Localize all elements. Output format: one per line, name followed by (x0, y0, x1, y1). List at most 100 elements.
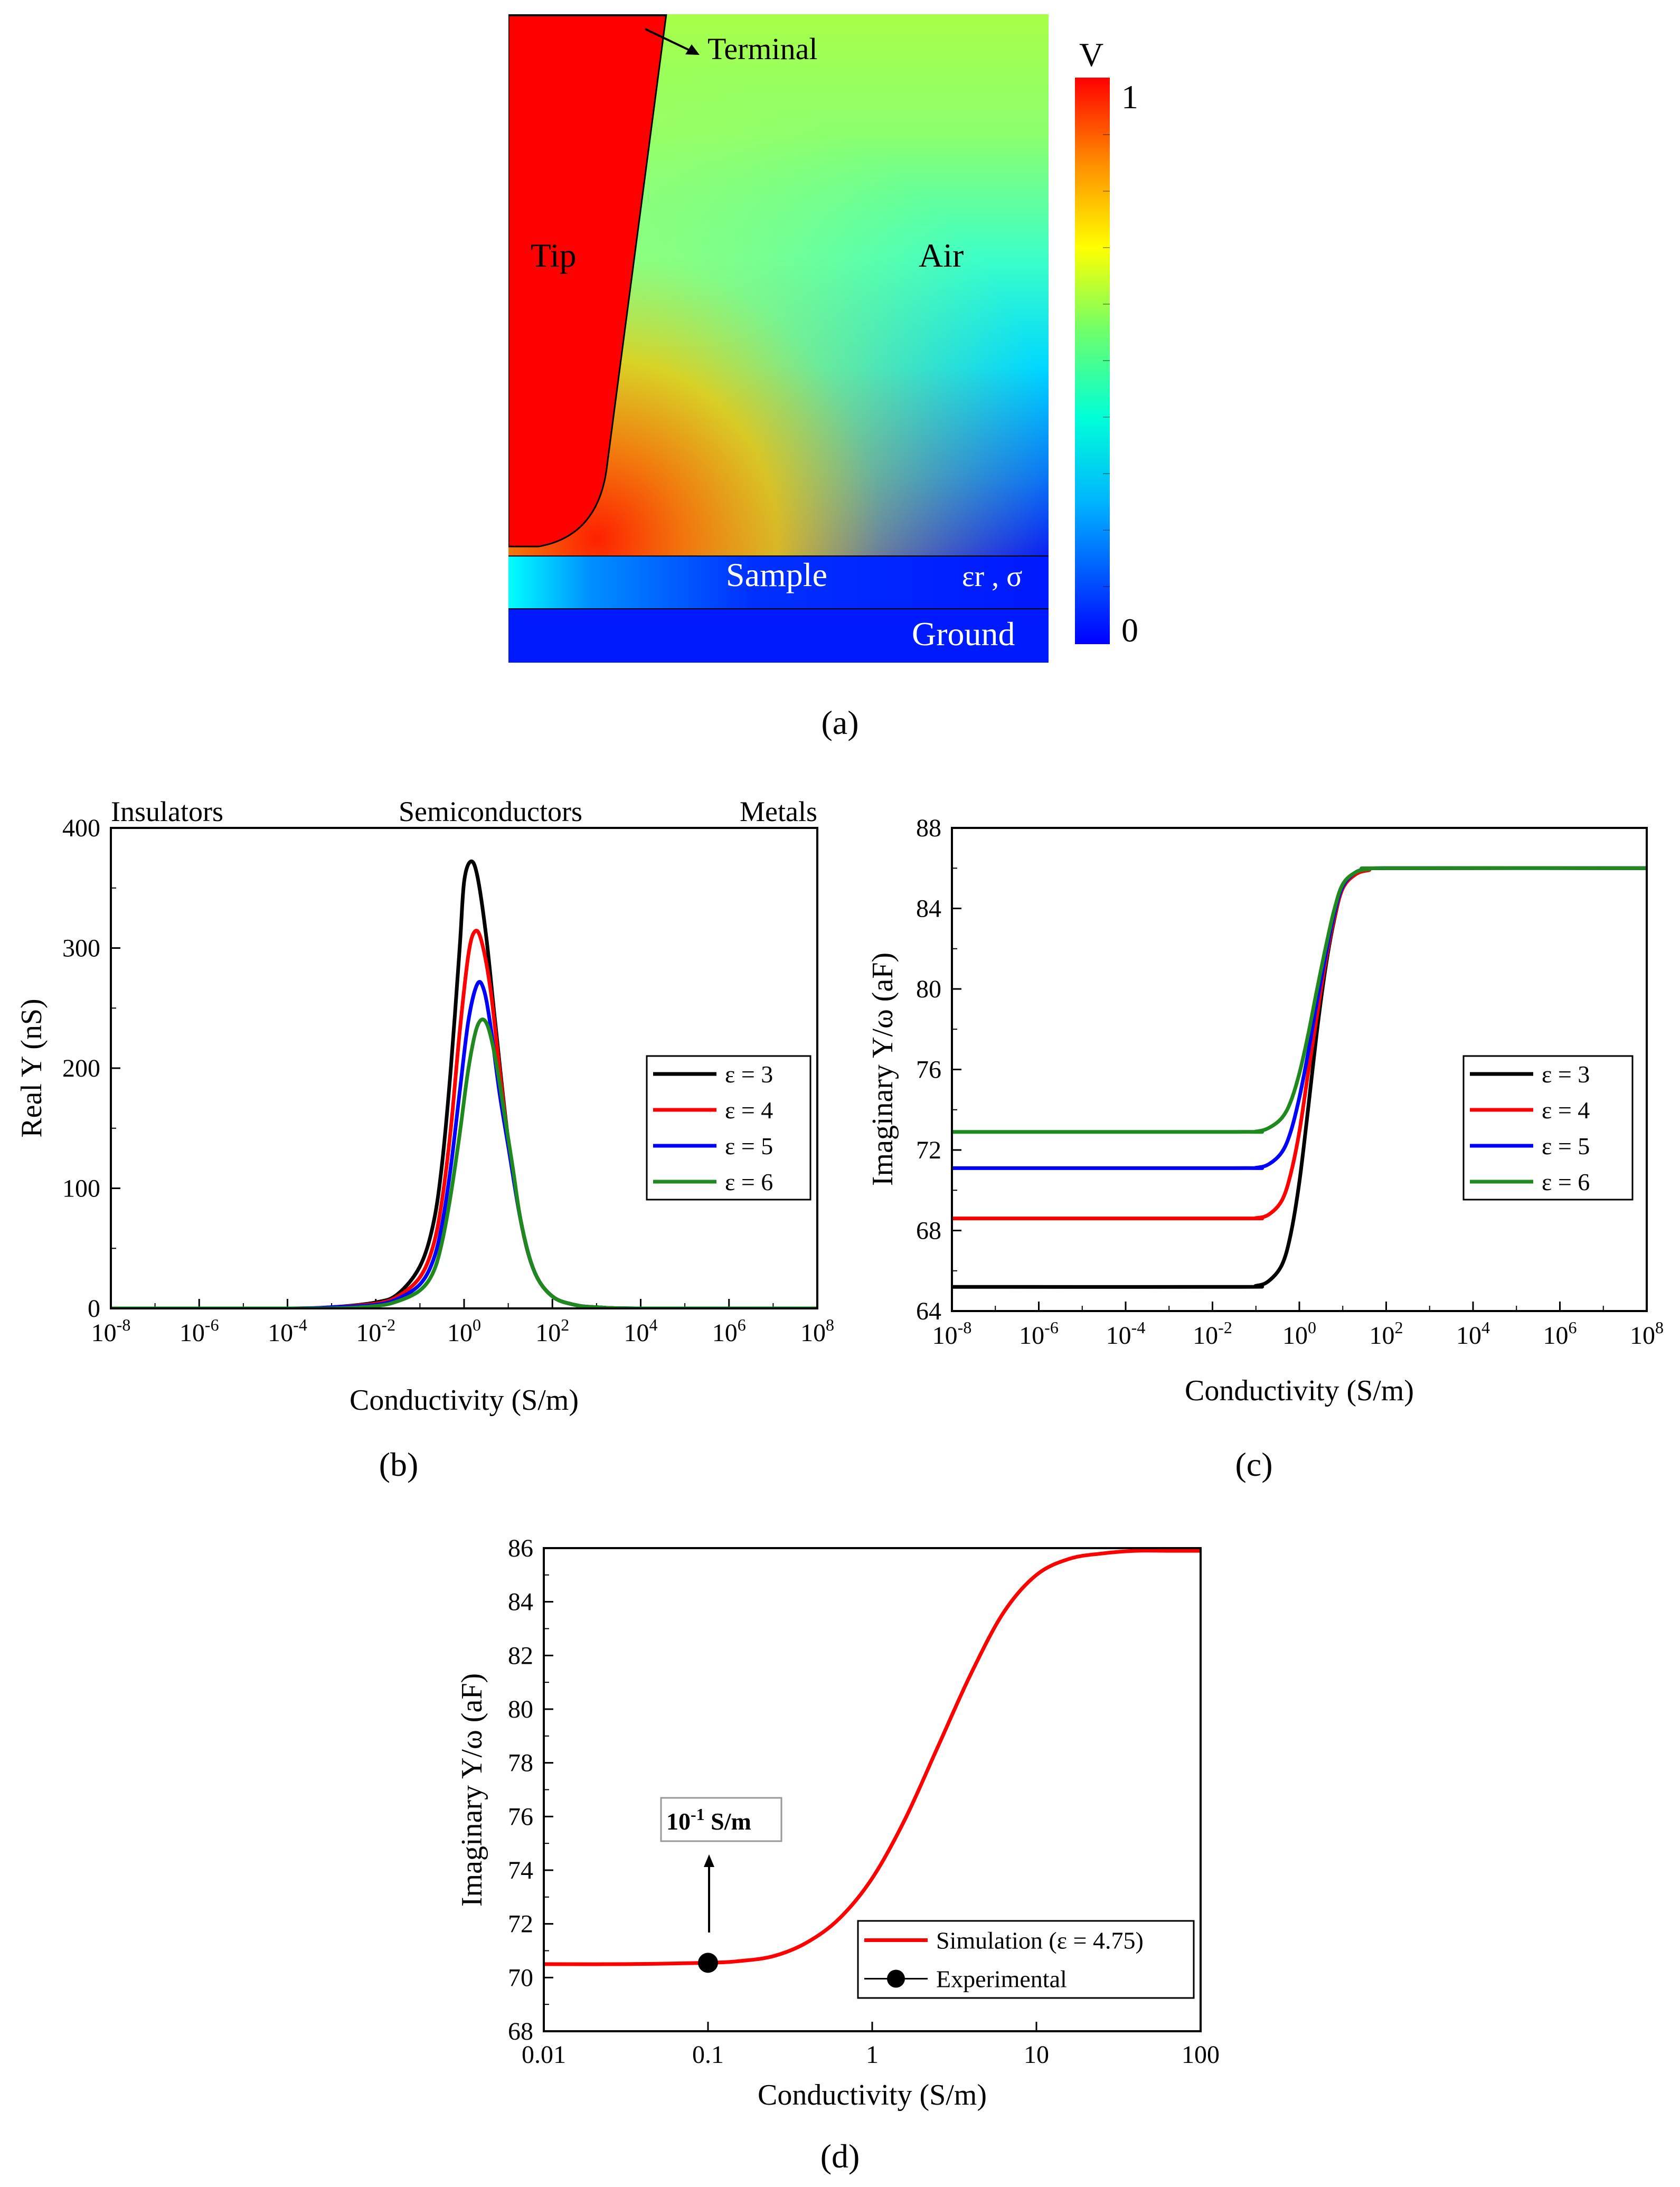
tick-exponent: 0 (473, 1315, 481, 1334)
region-label-2: Semiconductors (399, 796, 582, 827)
y-tick-label: 200 (62, 1054, 100, 1082)
y-axis-title: Imaginary Y/ω (aF) (456, 1673, 488, 1907)
x-tick-label: 10-4 (268, 1315, 307, 1347)
y-tick-label: 76 (508, 1803, 533, 1831)
terminal-bar (508, 14, 667, 16)
y-tick-label: 64 (916, 1297, 941, 1325)
series-lines (544, 1549, 1201, 1966)
x-tick-label: 10-2 (1193, 1318, 1232, 1350)
legend-label: ε = 5 (725, 1133, 773, 1160)
x-tick-label: 1 (866, 2041, 879, 2069)
annotation-exponent: -1 (691, 1805, 705, 1824)
axes: 10-8 10-6 10-4 10-2 100 102 104 106 108010020030… (62, 814, 834, 1347)
annotation-unit: S/m (705, 1808, 751, 1835)
panel-b-real-admittance: Insulators Semiconductors Metals 10-8 10-6 1… (15, 796, 834, 1483)
tick-base: 10 (1630, 1322, 1655, 1350)
x-tick-label: 10 (1024, 2041, 1049, 2069)
sample-region (508, 556, 1049, 609)
terminal-arrow (645, 28, 692, 52)
legend-label: Experimental (936, 1966, 1067, 1993)
colorbar-min-label: 0 (1121, 611, 1138, 649)
legend: Simulation (ε = 4.75) Experimental (857, 1920, 1195, 1999)
x-axis-title: Conductivity (S/m) (350, 1384, 579, 1417)
y-tick-label: 68 (508, 2018, 533, 2045)
ground-label: Ground (912, 615, 1015, 653)
x-tick-label: 10-6 (180, 1315, 219, 1347)
air-label: Air (919, 237, 964, 274)
tick-exponent: 0 (1308, 1318, 1316, 1337)
terminal-label: Terminal (707, 32, 818, 66)
annotation-text: 10-1 S/m (666, 1805, 751, 1835)
panel-label-c: (c) (1235, 1446, 1272, 1483)
tick-exponent: 2 (561, 1315, 569, 1334)
terminal-arrowhead (685, 44, 700, 55)
x-tick-label: 102 (535, 1315, 569, 1347)
annotation-box (660, 1797, 782, 1842)
y-tick-label: 76 (916, 1056, 941, 1084)
series-lines (111, 859, 817, 1308)
tick-exponent: 4 (649, 1315, 658, 1334)
y-tick-label: 300 (62, 935, 100, 963)
sample-params-label: εr , σ (962, 560, 1022, 593)
x-tick-label: 0.1 (692, 2041, 724, 2069)
tick-base: 10 (1543, 1322, 1569, 1350)
x-tick-label: 10-6 (1019, 1318, 1059, 1350)
y-tick-label: 86 (508, 1534, 533, 1562)
panel-c-imaginary-admittance: 10-8 10-6 10-4 10-2 100 102 104 106 108646872768… (866, 814, 1664, 1483)
tick-base: 10 (1282, 1322, 1308, 1350)
tick-exponent: -6 (1044, 1318, 1059, 1337)
y-tick-label: 68 (916, 1217, 941, 1245)
legend-marker (887, 1969, 905, 1988)
y-tick-label: 72 (508, 1910, 533, 1938)
tick-exponent: 2 (1395, 1318, 1403, 1337)
x-tick-label: 0.01 (522, 2041, 566, 2069)
tick-base: 10 (356, 1319, 381, 1347)
tick-exponent: -2 (381, 1315, 395, 1334)
x-tick-label: 104 (624, 1315, 658, 1347)
legend-box (646, 1055, 811, 1201)
y-tick-label: 0 (88, 1295, 100, 1323)
tick-base: 10 (1106, 1322, 1131, 1350)
tick-base: 10 (268, 1319, 293, 1347)
series-line-4 (952, 866, 1647, 1134)
legend-box (1462, 1055, 1634, 1201)
colorbar: V 1 0 (1075, 36, 1138, 649)
tick-exponent: -8 (117, 1315, 131, 1334)
x-axis-title: Conductivity (S/m) (758, 2079, 987, 2111)
legend-label: ε = 6 (725, 1168, 773, 1195)
y-axis-title: Real Y (nS) (15, 998, 48, 1137)
axes: 0.01 0.1 1 10 100 68 70 72 74 76 78 80 82 84 86 (508, 1534, 1220, 2069)
tick-exponent: 4 (1481, 1318, 1490, 1337)
y-axis-title: Imaginary Y/ω (aF) (866, 953, 899, 1186)
y-tick-label: 88 (916, 814, 941, 842)
region-labels: Insulators Semiconductors Metals (111, 796, 817, 827)
x-tick-label: 100 (447, 1315, 481, 1347)
legend-label: ε = 3 (1542, 1061, 1590, 1088)
y-tick-label: 82 (508, 1642, 533, 1670)
experimental-point (698, 1953, 718, 1973)
plot-frame (543, 1547, 1202, 2032)
colorbar-gradient (1075, 78, 1110, 644)
x-tick-label: 100 (1182, 2041, 1220, 2069)
sample-label: Sample (726, 556, 827, 593)
x-tick-label: 106 (1543, 1318, 1577, 1350)
y-tick-label: 80 (508, 1695, 533, 1723)
region-label-1: Insulators (111, 796, 223, 827)
x-tick-label: 108 (800, 1315, 834, 1347)
series-lines (952, 866, 1647, 1289)
tick-exponent: 6 (738, 1315, 746, 1334)
tick-base: 10 (1019, 1322, 1044, 1350)
series-line-1 (544, 1549, 1201, 1966)
annotation-base: 10 (666, 1808, 691, 1835)
annotation: 10-1 S/m (660, 1797, 782, 1933)
panel-a-field-map: Tip Air Sample εr , σ Ground Terminal V … (508, 14, 1138, 741)
tick-exponent: -6 (205, 1315, 219, 1334)
axes: 10-8 10-6 10-4 10-2 100 102 104 106 108646872768… (916, 814, 1664, 1350)
tick-base: 10 (91, 1319, 117, 1347)
panel-label-b: (b) (379, 1446, 419, 1483)
tick-exponent: -4 (1131, 1318, 1146, 1337)
legend-label: ε = 5 (1542, 1133, 1590, 1160)
x-tick-label: 10-8 (932, 1318, 972, 1350)
tick-exponent: 8 (1655, 1318, 1664, 1337)
